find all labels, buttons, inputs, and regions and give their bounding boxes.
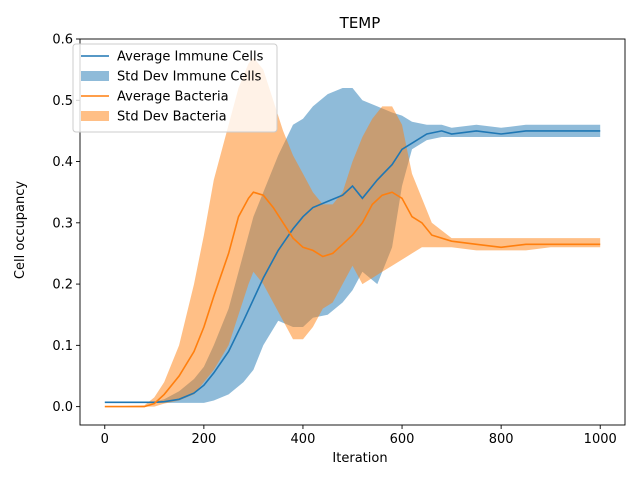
legend-swatch-std-dev-bacteria — [81, 111, 109, 121]
legend-label-average-bacteria: Average Bacteria — [117, 90, 229, 105]
x-axis-label: Iteration — [332, 451, 387, 466]
x-tick-label: 600 — [390, 432, 415, 447]
axes: 0 200 400 600 800 1000 0.0 0.1 0.2 0.3 0.4 0.5 0.6 — [52, 33, 626, 447]
legend-swatch-std-dev-immune-cells — [81, 71, 109, 81]
legend-label-std-dev-bacteria: Std Dev Bacteria — [117, 110, 227, 125]
y-axis-label: Cell occupancy — [13, 181, 28, 280]
y-tick-label: 0.2 — [52, 278, 73, 293]
x-tick-label: 800 — [489, 432, 514, 447]
y-tick-label: 0.5 — [52, 94, 73, 109]
y-tick-label: 0.1 — [52, 339, 73, 354]
x-tick-label: 1000 — [584, 432, 617, 447]
y-tick-label: 0.6 — [52, 33, 73, 48]
legend: Average Immune Cells Std Dev Immune Cells… — [72, 43, 278, 133]
legend-box — [72, 43, 278, 133]
legend-label-std-dev-immune-cells: Std Dev Immune Cells — [117, 70, 262, 85]
y-tick-label: 0.4 — [52, 155, 73, 170]
x-tick-label: 200 — [191, 432, 216, 447]
y-tick-label: 0.0 — [52, 400, 73, 415]
x-tick-label: 0 — [101, 432, 109, 447]
y-tick-label: 0.3 — [52, 216, 73, 231]
average-immune-cells-line — [104, 130, 601, 404]
plot-area — [104, 57, 601, 408]
x-tick-label: 400 — [291, 432, 316, 447]
average-bacteria-line — [104, 191, 601, 408]
axes-frame — [79, 38, 626, 426]
chart-title: TEMP — [339, 14, 381, 32]
average-bacteria-std-band — [104, 57, 601, 407]
legend-label-average-immune-cells: Average Immune Cells — [117, 50, 264, 65]
